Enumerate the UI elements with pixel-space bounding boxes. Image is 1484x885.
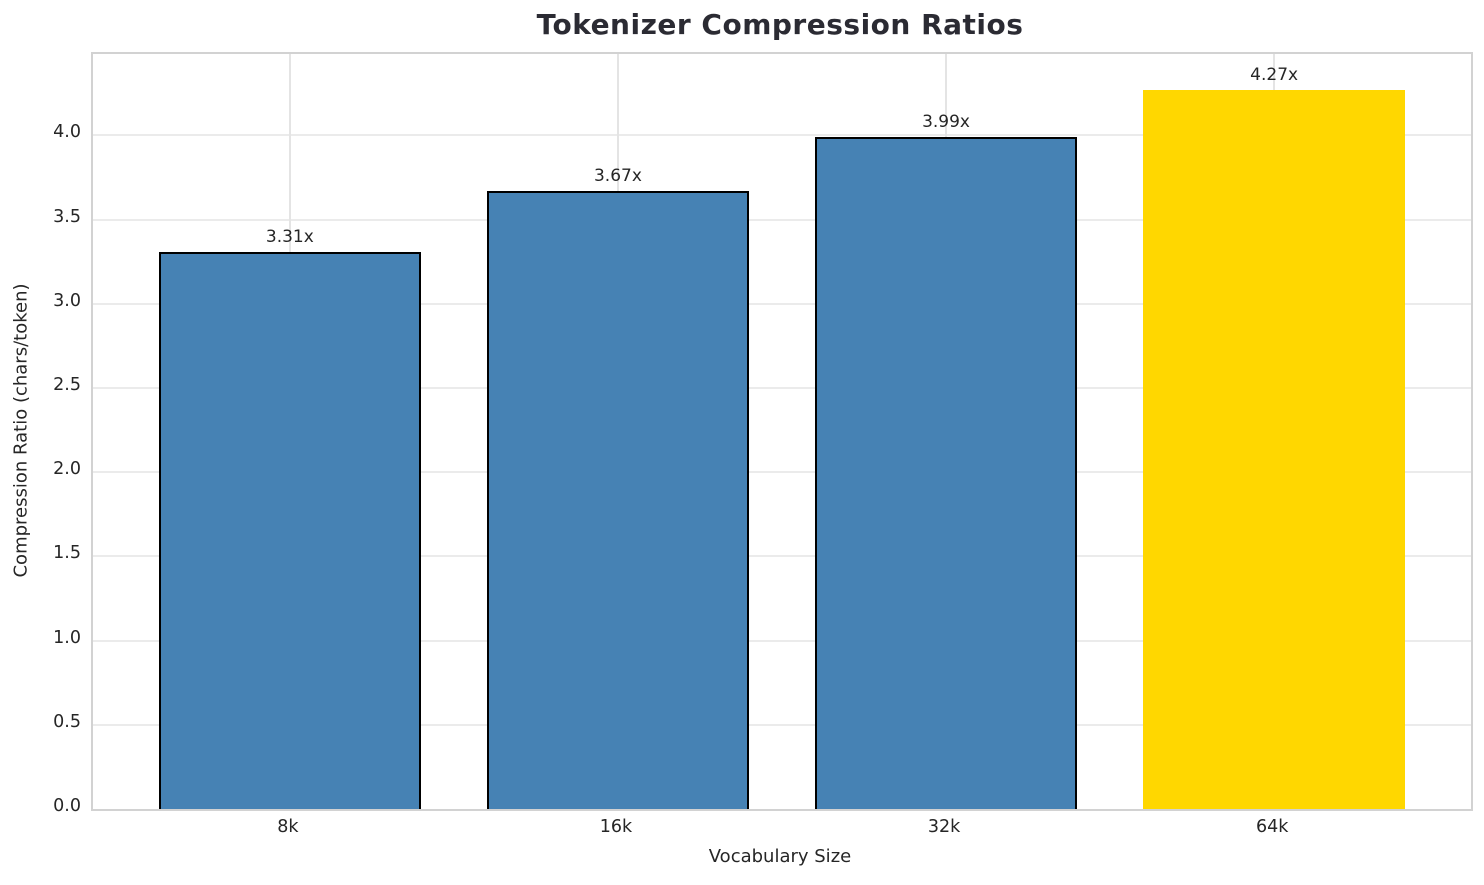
bar-value-label: 3.99x <box>922 112 970 133</box>
bar-32k <box>814 137 1078 809</box>
y-tick-label: 4.0 <box>53 122 81 143</box>
bar-64k <box>1142 89 1406 809</box>
x-tick-label: 64k <box>1255 817 1289 837</box>
y-tick-label: 0.5 <box>53 711 81 732</box>
bar-value-label: 4.27x <box>1250 64 1299 85</box>
gridline-h <box>93 723 1471 726</box>
bar-8k <box>158 251 422 809</box>
gridline-h <box>93 387 1471 389</box>
gridline-h <box>93 555 1471 558</box>
y-tick-label: 1.0 <box>53 627 81 648</box>
gridline-h <box>93 639 1471 642</box>
bar-16k <box>486 191 750 809</box>
gridline-h <box>93 134 1471 137</box>
x-axis-label: Vocabulary Size <box>708 846 852 867</box>
y-tick-label: 1.5 <box>53 543 81 564</box>
bar-value-label: 3.67x <box>593 165 642 186</box>
gridline-h <box>93 471 1471 474</box>
y-tick-label: 3.5 <box>53 206 81 227</box>
gridline-h <box>93 302 1471 305</box>
gridline-h <box>93 218 1471 221</box>
x-tick-label: 8k <box>277 817 299 837</box>
y-tick-label: 3.0 <box>53 290 81 311</box>
x-tick-label: 16k <box>599 817 633 837</box>
y-tick-label: 2.5 <box>53 375 81 395</box>
chart-title: Tokenizer Compression Ratios <box>536 8 1024 41</box>
plot-area: 3.31x 3.67x 3.99x 4.27x <box>91 52 1473 811</box>
y-tick-label: 0.0 <box>53 796 81 816</box>
y-tick-label: 2.0 <box>53 459 81 480</box>
x-tick-label: 32k <box>927 817 961 837</box>
bar-value-label: 3.31x <box>265 226 314 247</box>
